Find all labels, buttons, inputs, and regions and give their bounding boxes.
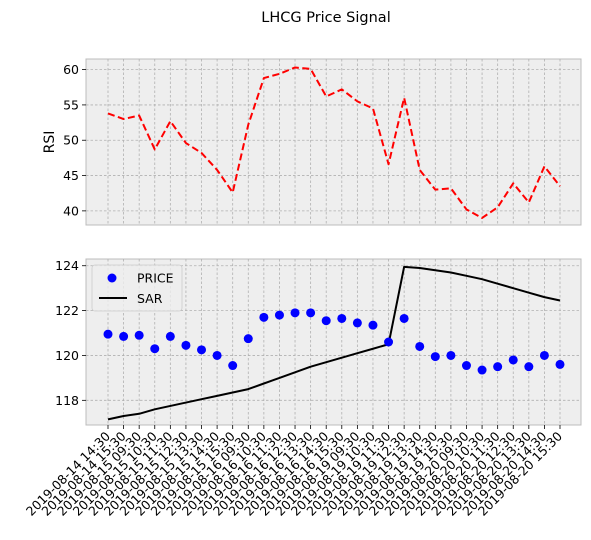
y-tick-label: 55 [63,97,79,112]
legend: PRICE SAR [91,264,183,312]
y-tick-label: 50 [63,133,79,148]
price-point [259,312,269,322]
price-point [228,361,238,371]
legend-price-label: PRICE [137,271,174,286]
rsi-line [107,66,561,219]
y-tick-label: 118 [55,393,79,408]
rsi-y-axis-label: RSI [42,131,58,154]
price-point [508,355,518,365]
price-panel: 118 120 122 124 2019-08-14 14:302019-08-14 … [23,258,582,519]
price-point [477,365,487,375]
y-tick-label: 45 [63,168,79,183]
price-point [212,350,222,360]
price-point [493,362,503,372]
price-point [321,316,331,326]
price-point [461,361,471,371]
price-point [134,330,144,340]
price-point [352,318,362,328]
y-tick-label: 120 [55,348,79,363]
rsi-grid [86,59,581,225]
legend-price-marker [107,273,117,283]
rsi-plot-area [85,58,582,226]
sar-line [107,265,561,421]
price-point [524,362,534,372]
price-point [399,313,409,323]
price-y-ticks: 118 120 122 124 [55,258,86,408]
price-point [119,331,129,341]
price-point [274,310,284,320]
price-point [103,329,113,339]
price-point [368,320,378,330]
legend-sar-label: SAR [137,291,163,306]
price-point [243,334,253,344]
chart-title: LHCG Price Signal [261,10,390,26]
price-point [150,344,160,354]
y-tick-label: 40 [63,203,79,218]
rsi-panel: 40 45 50 55 60 RSI [42,58,582,226]
price-point [415,341,425,351]
price-point [290,308,300,318]
price-point [446,350,456,360]
price-point [197,345,207,355]
price-point [181,340,191,350]
price-series [103,265,565,421]
price-point [384,337,394,347]
y-tick-label: 124 [55,258,79,273]
rsi-series [107,66,561,219]
price-point [306,308,316,318]
y-tick-label: 60 [63,62,79,77]
rsi-y-ticks: 40 45 50 55 60 [63,62,86,218]
price-point [337,313,347,323]
price-point [430,352,440,362]
y-tick-label: 122 [55,303,79,318]
price-point [539,350,549,360]
price-point [555,359,565,369]
price-point [165,331,175,341]
